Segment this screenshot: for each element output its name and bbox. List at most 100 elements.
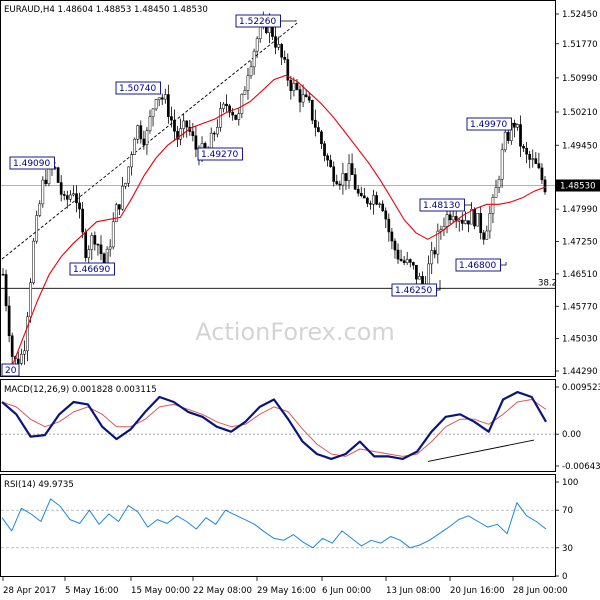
candle [243, 86, 247, 95]
candle [280, 42, 284, 65]
candle [78, 192, 81, 219]
candle [476, 213, 479, 227]
rsi-tick-label: 0 [562, 572, 567, 582]
candle [222, 102, 225, 113]
candle [72, 185, 75, 197]
candle [7, 296, 11, 343]
price-tick-label: 1.46510 [562, 270, 598, 280]
candle [448, 209, 452, 225]
price-tick-label: 1.45030 [562, 335, 598, 345]
candle [99, 235, 103, 261]
candle [543, 175, 547, 195]
rsi-panel [0, 474, 556, 577]
price-label-box: 1.49090 [9, 156, 56, 170]
candle [114, 202, 118, 223]
candle [396, 243, 400, 264]
candle [124, 182, 127, 190]
candle [216, 119, 219, 138]
price-panel [0, 0, 556, 377]
x-tick-label: 28 Jun 00:00 [513, 586, 568, 596]
candle [185, 120, 189, 138]
candle [194, 126, 198, 158]
price-tick-label: 1.51770 [562, 40, 598, 50]
candle [4, 269, 8, 312]
candle [405, 251, 409, 265]
candle [445, 210, 449, 234]
rsi-line [1, 498, 547, 549]
candle [436, 223, 440, 264]
price-tick-label: 1.50210 [562, 108, 598, 118]
price-tick-label: 1.44290 [562, 367, 598, 377]
candle [366, 196, 369, 208]
candle [320, 130, 323, 149]
candle [451, 210, 455, 223]
candle [359, 186, 363, 198]
macd-title: MACD(12,26,9) 0.001828 0.003115 [4, 385, 157, 395]
candle [470, 202, 473, 225]
candle [534, 152, 538, 165]
candle [402, 256, 406, 266]
candle [75, 185, 78, 213]
candle [96, 243, 100, 256]
candle [252, 48, 256, 75]
candle [237, 108, 241, 126]
rsi-tick-label: 70 [562, 506, 573, 516]
macd-line [1, 391, 547, 460]
price-label-box: 1.48130 [419, 198, 472, 212]
candle [277, 36, 280, 51]
candle [10, 332, 14, 366]
candle [81, 202, 84, 239]
candle [151, 108, 155, 127]
macd-tick-label: 0.00 [562, 430, 581, 440]
candle [167, 84, 170, 124]
candle [381, 200, 385, 212]
candle [537, 152, 541, 170]
rsi-tick-label: 100 [562, 478, 578, 488]
price-label-box: 1.49270 [197, 147, 243, 161]
price-label-box: 1.46250 [391, 280, 441, 297]
price-tick-label: 1.47250 [562, 238, 598, 248]
candle [20, 348, 23, 366]
price-label-box: 20 [1, 363, 20, 377]
candle [145, 127, 149, 155]
candle [90, 232, 94, 261]
candle [191, 122, 195, 142]
price-tick-label: 1.45770 [562, 302, 598, 312]
candle [485, 225, 489, 240]
price-tick-label: 1.49450 [562, 141, 598, 151]
candle [482, 229, 486, 245]
candle [44, 169, 48, 187]
candle [317, 121, 320, 133]
candle [384, 207, 388, 229]
candle [283, 50, 287, 64]
candle [494, 179, 498, 198]
candle [350, 153, 354, 175]
candle [127, 166, 130, 188]
candle [56, 166, 60, 184]
candle [500, 143, 504, 188]
rsi-tick-label: 30 [562, 544, 573, 554]
candle [415, 264, 418, 285]
candle [525, 142, 528, 164]
candle [249, 60, 253, 79]
fib-38-label: 38.2 [538, 278, 557, 288]
candle [148, 109, 152, 134]
candle [59, 175, 63, 202]
candle [329, 154, 332, 168]
candle [23, 340, 26, 365]
candle [26, 311, 29, 362]
rsi-title: RSI(14) 49.9735 [4, 480, 74, 490]
candle [519, 115, 522, 158]
watermark: ActionForex.com [195, 318, 395, 346]
candle [157, 97, 161, 107]
candle [347, 154, 351, 189]
candle [286, 53, 290, 87]
candle [430, 241, 434, 275]
candle [255, 36, 259, 59]
svg-text:1.52260: 1.52260 [239, 17, 276, 27]
candle [298, 85, 302, 113]
macd-trendline [427, 439, 535, 462]
candle [160, 93, 164, 106]
price-label-box: 1.46690 [69, 252, 115, 276]
